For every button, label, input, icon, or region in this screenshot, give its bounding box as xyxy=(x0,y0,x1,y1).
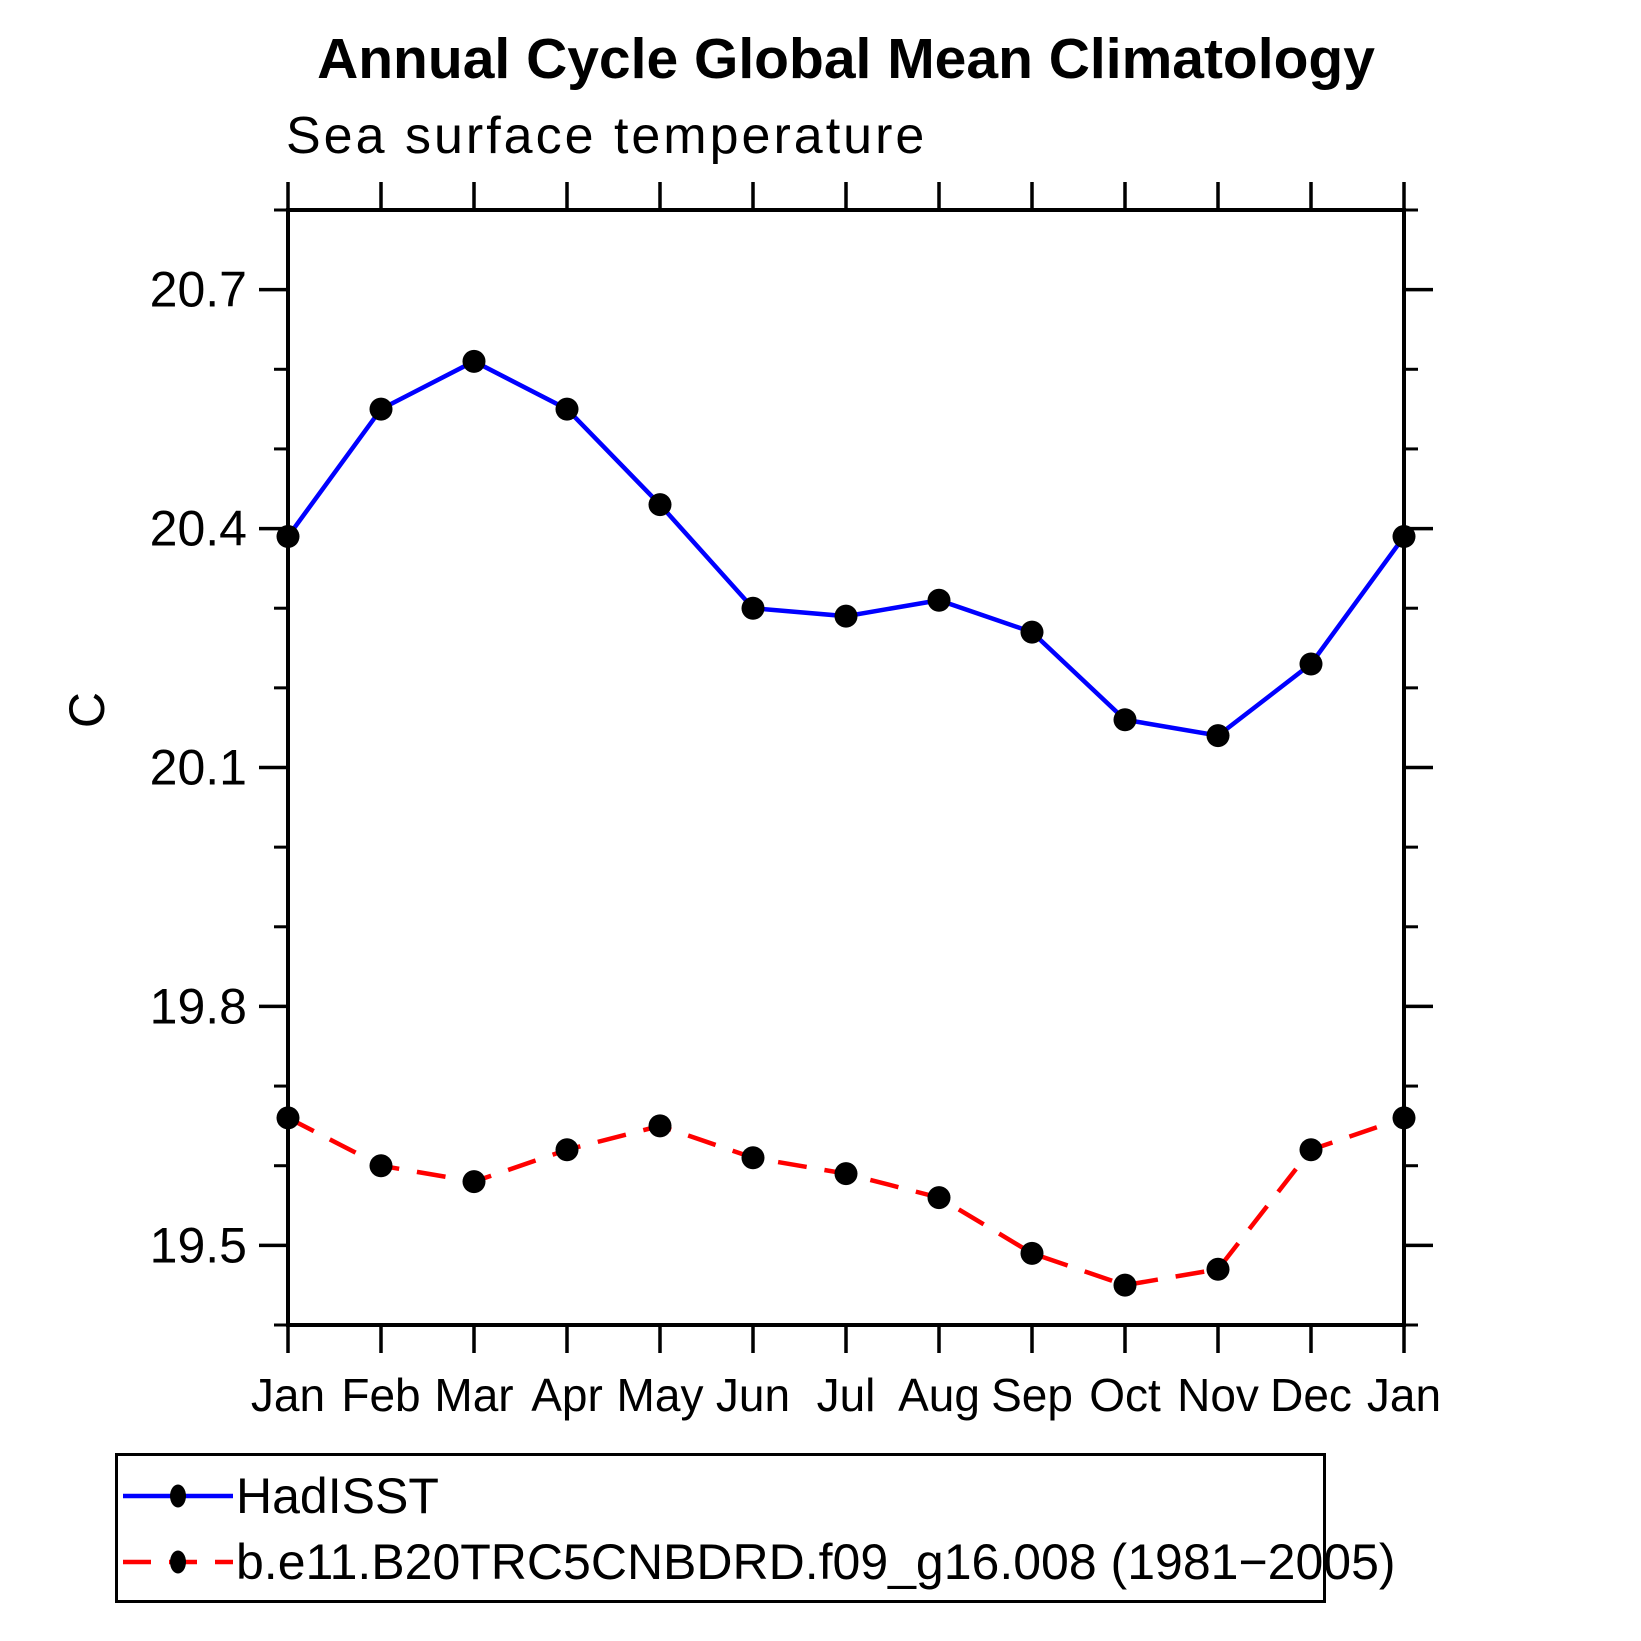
data-point-hadisst-0 xyxy=(276,525,300,549)
data-point-hadisst-10 xyxy=(1206,724,1230,748)
data-point-model-1 xyxy=(369,1154,393,1178)
page-title: Annual Cycle Global Mean Climatology xyxy=(317,27,1375,91)
x-tick-label: Oct xyxy=(1089,1369,1161,1421)
data-point-model-10 xyxy=(1206,1257,1230,1281)
y-tick-label: 20.4 xyxy=(150,501,247,557)
y-tick-label: 20.7 xyxy=(150,262,247,318)
data-point-hadisst-7 xyxy=(927,588,951,612)
data-point-model-4 xyxy=(648,1114,672,1138)
data-point-model-11 xyxy=(1299,1138,1323,1162)
series-line-model xyxy=(286,1115,1405,1288)
series-line-hadisst xyxy=(286,358,1406,739)
data-point-hadisst-4 xyxy=(648,493,672,517)
legend-label: HadISST xyxy=(236,1468,439,1524)
x-tick-label: Jun xyxy=(716,1369,790,1421)
legend-marker-dot xyxy=(170,1484,186,1508)
data-point-hadisst-9 xyxy=(1113,708,1137,732)
y-tick-label: 19.5 xyxy=(150,1217,247,1273)
x-tick-label: Jan xyxy=(251,1369,325,1421)
data-point-hadisst-6 xyxy=(834,604,858,628)
data-point-model-0 xyxy=(276,1106,300,1130)
y-tick-label: 20.1 xyxy=(150,740,247,796)
data-point-model-8 xyxy=(1020,1241,1044,1265)
x-tick-label: Aug xyxy=(898,1369,980,1421)
x-tick-label: Feb xyxy=(341,1369,420,1421)
x-tick-label: Sep xyxy=(991,1369,1073,1421)
data-point-model-5 xyxy=(741,1146,765,1170)
plot-frame xyxy=(286,208,1406,1327)
data-point-model-7 xyxy=(927,1186,951,1210)
data-point-model-12 xyxy=(1392,1106,1416,1130)
data-point-model-3 xyxy=(555,1138,579,1162)
x-tick-label: May xyxy=(617,1369,704,1421)
legend-item-model: b.e11.B20TRC5CNBDRD.f09_g16.008 (1981−20… xyxy=(122,1534,1396,1590)
data-point-model-2 xyxy=(462,1170,486,1194)
x-tick-label: Jul xyxy=(817,1369,876,1421)
x-tick-label: Dec xyxy=(1270,1369,1352,1421)
legend-line-sample-solid xyxy=(123,1484,233,1508)
x-tick-label: Nov xyxy=(1177,1369,1259,1421)
chart-subtitle: Sea surface temperature xyxy=(286,107,928,165)
x-tick-label: Apr xyxy=(531,1369,603,1421)
data-point-model-9 xyxy=(1113,1273,1137,1297)
legend-item-hadisst: HadISST xyxy=(122,1468,439,1524)
data-point-hadisst-3 xyxy=(555,397,579,421)
legend-line-sample-dashed xyxy=(123,1550,233,1574)
data-point-model-6 xyxy=(834,1162,858,1186)
x-tick-label: Mar xyxy=(434,1369,513,1421)
data-point-hadisst-1 xyxy=(369,397,393,421)
legend-box: HadISST b.e11.B20TRC5CNBDRD.f09_g16.008 … xyxy=(115,1453,1396,1603)
legend-marker-dot xyxy=(170,1550,186,1574)
data-point-hadisst-8 xyxy=(1020,620,1044,644)
legend-label: b.e11.B20TRC5CNBDRD.f09_g16.008 (1981−20… xyxy=(236,1534,1396,1590)
data-point-hadisst-5 xyxy=(741,596,765,620)
data-point-hadisst-2 xyxy=(462,349,486,373)
data-point-hadisst-12 xyxy=(1392,525,1416,549)
data-point-hadisst-11 xyxy=(1299,652,1323,676)
x-tick-label: Jan xyxy=(1367,1369,1441,1421)
y-tick-label: 19.8 xyxy=(150,978,247,1034)
